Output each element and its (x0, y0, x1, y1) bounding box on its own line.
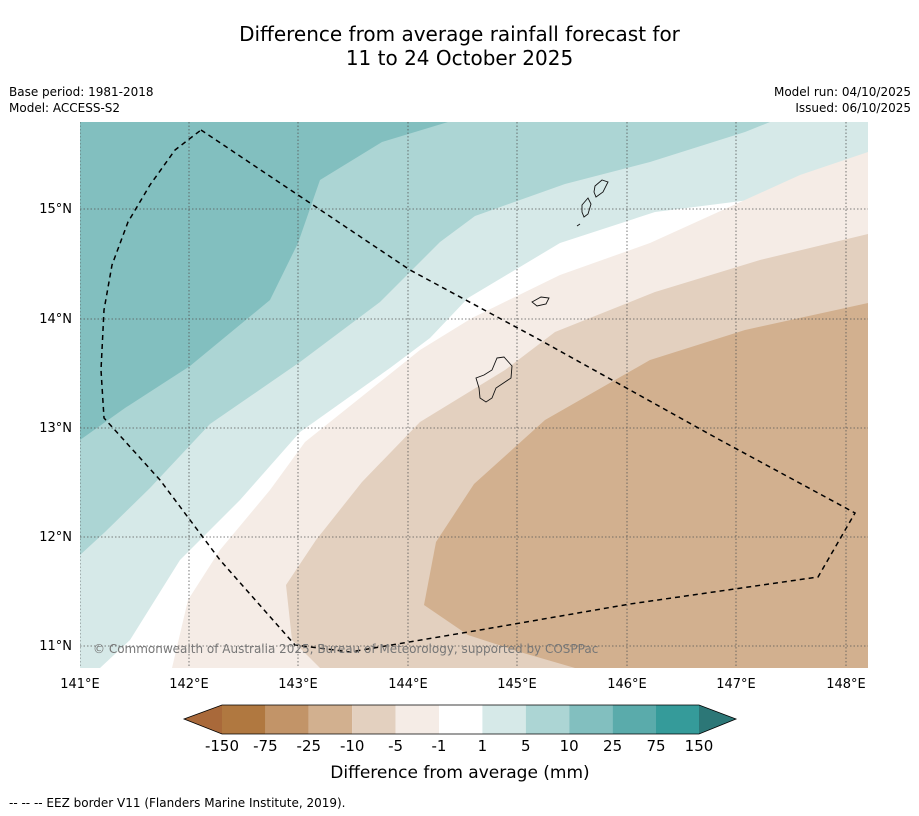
cb-tick-3: -25 (297, 737, 322, 755)
lon-label-146e: 146°E (607, 677, 647, 692)
meta-right: Model run: 04/10/2025 Issued: 06/10/2025 (774, 84, 911, 116)
cb-tick-5: -5 (388, 737, 403, 755)
colorbar-seg-5 (395, 705, 439, 734)
lon-label-143e: 143°E (278, 677, 318, 692)
lat-label-11n: 11°N (39, 639, 72, 654)
cb-tick-9: 10 (560, 737, 579, 755)
islands (475, 179, 609, 403)
model-run: Model run: 04/10/2025 (773, 85, 911, 99)
cb-tick-2: -75 (253, 737, 278, 755)
title-line-2: 11 to 24 October 2025 (345, 46, 574, 70)
colorbar-seg-10 (612, 705, 656, 734)
colorbar-seg-6 (439, 705, 483, 734)
aguijan-island (576, 223, 581, 227)
colorbar-seg-7 (482, 705, 526, 734)
cb-tick-7: 1 (478, 737, 488, 755)
colorbar-seg-4 (352, 705, 396, 734)
cb-tick-6: -1 (432, 737, 447, 755)
colorbar-low-arrow (184, 705, 222, 734)
tinian-island (581, 197, 592, 218)
lon-label-148e: 148°E (826, 677, 866, 692)
lon-label-147e: 147°E (716, 677, 756, 692)
cb-tick-8: 5 (521, 737, 531, 755)
rainfall-anomaly-map (80, 122, 868, 668)
rota-island (531, 296, 550, 307)
lon-label-144e: 144°E (388, 677, 428, 692)
colorbar-outline (182, 704, 738, 735)
colorbar-seg-9 (569, 705, 613, 734)
colorbar-seg-11 (656, 705, 699, 734)
lon-labels: 141°E 142°E 143°E 144°E 145°E 146°E 147°… (60, 677, 866, 692)
issued-date: Issued: 06/10/2025 (795, 101, 911, 115)
saipan-island (593, 179, 609, 198)
band-minus-10-to-minus-25 (424, 303, 868, 668)
title-line-1: Difference from average rainfall forecas… (239, 22, 680, 46)
lon-label-142e: 142°E (169, 677, 209, 692)
colorbar: -150 -75 -25 -10 -5 -1 1 5 10 25 75 150 … (182, 704, 738, 783)
cb-tick-11: 75 (646, 737, 665, 755)
map-figure: © Commonwealth of Australia 2025, Bureau… (39, 122, 868, 783)
colorbar-high-arrow (699, 705, 736, 734)
page-title: Difference from average rainfall forecas… (0, 22, 919, 70)
lon-label-141e: 141°E (60, 677, 100, 692)
cb-tick-10: 25 (603, 737, 622, 755)
lat-label-12n: 12°N (39, 530, 72, 545)
lat-label-13n: 13°N (39, 421, 72, 436)
copyright-text: © Commonwealth of Australia 2025, Bureau… (93, 642, 598, 656)
colorbar-seg-1 (222, 705, 266, 734)
lat-label-15n: 15°N (39, 202, 72, 217)
base-period: Base period: 1981-2018 (9, 85, 154, 99)
cb-tick-4: -10 (340, 737, 365, 755)
lon-label-145e: 145°E (497, 677, 537, 692)
guam-island (475, 356, 513, 403)
colorbar-seg-2 (265, 705, 309, 734)
colorbar-seg-3 (308, 705, 353, 734)
graticule (80, 122, 868, 668)
model-name: Model: ACCESS-S2 (9, 101, 121, 115)
cb-tick-1: -150 (205, 737, 239, 755)
eez-border (100, 129, 857, 653)
colorbar-label: Difference from average (mm) (330, 763, 589, 783)
lat-label-14n: 14°N (39, 312, 72, 327)
meta-left: Base period: 1981-2018 Model: ACCESS-S2 (9, 84, 154, 116)
eez-legend-note: -- -- -- EEZ border V11 (Flanders Marine… (9, 796, 346, 810)
cb-tick-12: 150 (685, 737, 714, 755)
band-10-to-25 (80, 122, 448, 440)
colorbar-seg-8 (525, 705, 570, 734)
lat-labels: 15°N 14°N 13°N 12°N 11°N (39, 202, 72, 654)
